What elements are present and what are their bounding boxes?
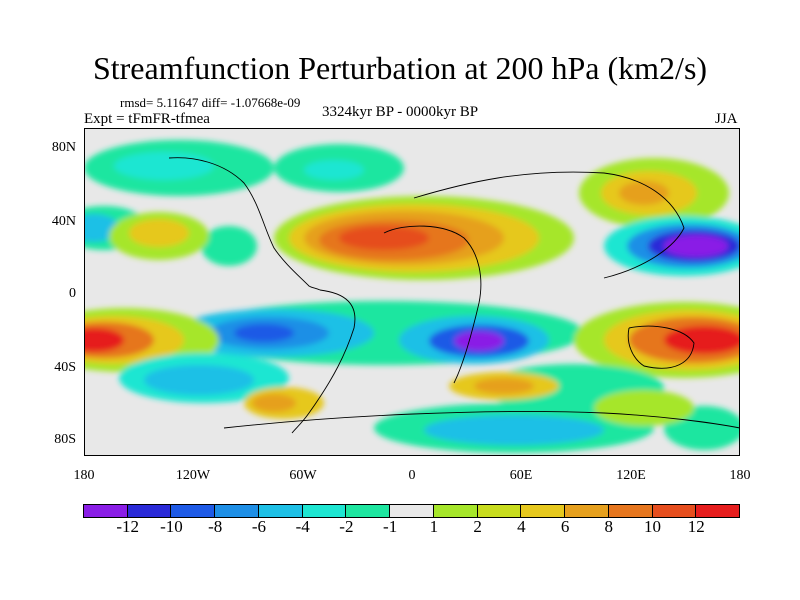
colorbar-tick-label: 6 (560, 517, 570, 536)
colorbar-tick-label: 4 (517, 517, 526, 536)
colorbar-swatch (389, 504, 434, 518)
colorbar-tick-label: 12 (687, 517, 705, 536)
lon-label-0: 0 (408, 468, 416, 483)
south-america-coast (291, 289, 356, 434)
lon-label-60w: 60W (289, 468, 317, 483)
map-frame (84, 128, 740, 456)
season-label: JJA (715, 111, 738, 127)
colorbar-swatch (432, 504, 478, 518)
lon-label-180w: 180 (73, 468, 95, 483)
colorbar-tick-label: 8 (604, 517, 614, 536)
lat-label-0: 0 (69, 286, 76, 301)
colorbar-swatch (607, 504, 653, 518)
colorbar-tick-label: 10 (644, 517, 662, 536)
stats-label: rmsd= 5.11647 diff= -1.07668e-09 (120, 95, 301, 110)
map-panel (84, 128, 740, 456)
colorbar-tick-label: -1 (383, 517, 398, 536)
colorbar-tick-label: 2 (473, 517, 482, 536)
experiment-label: Expt = tFmFR-tfmea (84, 111, 210, 127)
plot-title: Streamfunction Perturbation at 200 hPa (… (92, 50, 708, 86)
colorbar-tick-label: -6 (251, 517, 267, 536)
lat-label-40n: 40N (51, 214, 76, 229)
colorbar-swatch (301, 504, 347, 518)
colorbar-swatch (214, 504, 259, 518)
north-america-coast (168, 157, 321, 291)
colorbar-swatch (83, 504, 128, 518)
colorbar-swatch (126, 504, 172, 518)
lon-label-180e: 180 (729, 468, 751, 483)
colorbar-swatch (651, 504, 697, 518)
antarctica-coast (223, 411, 740, 429)
colorbar-tick-label: -2 (339, 517, 354, 536)
lon-label-60e: 60E (509, 468, 533, 483)
colorbar-swatch (257, 504, 303, 518)
lon-label-120w: 120W (175, 468, 211, 483)
lat-label-40s: 40S (54, 360, 76, 375)
eurasia-coast (413, 171, 685, 279)
period-label: 3324kyr BP - 0000kyr BP (321, 104, 479, 120)
contour-map (84, 128, 740, 456)
colorbar-tick-label: 1 (429, 517, 439, 536)
lat-label-80n: 80N (51, 140, 76, 155)
coastlines (168, 157, 740, 434)
colorbar-swatch (520, 504, 566, 518)
lon-label-120e: 120E (616, 468, 646, 483)
contour-fills (84, 140, 740, 453)
colorbar-swatch (345, 504, 391, 518)
colorbar-swatch (564, 504, 609, 518)
colorbar-swatch (476, 504, 522, 518)
lat-label-80s: 80S (54, 432, 76, 447)
africa-coast (383, 225, 482, 384)
colorbar-swatch (170, 504, 216, 518)
colorbar-tick-label: -8 (208, 517, 223, 536)
colorbar-tick-label: -10 (160, 517, 183, 536)
colorbar-tick-label: -12 (116, 517, 140, 536)
colorbar-swatch (695, 504, 741, 518)
colorbar-tick-label: -4 (295, 517, 310, 536)
australia-coast (627, 325, 695, 369)
colorbar (83, 504, 741, 518)
